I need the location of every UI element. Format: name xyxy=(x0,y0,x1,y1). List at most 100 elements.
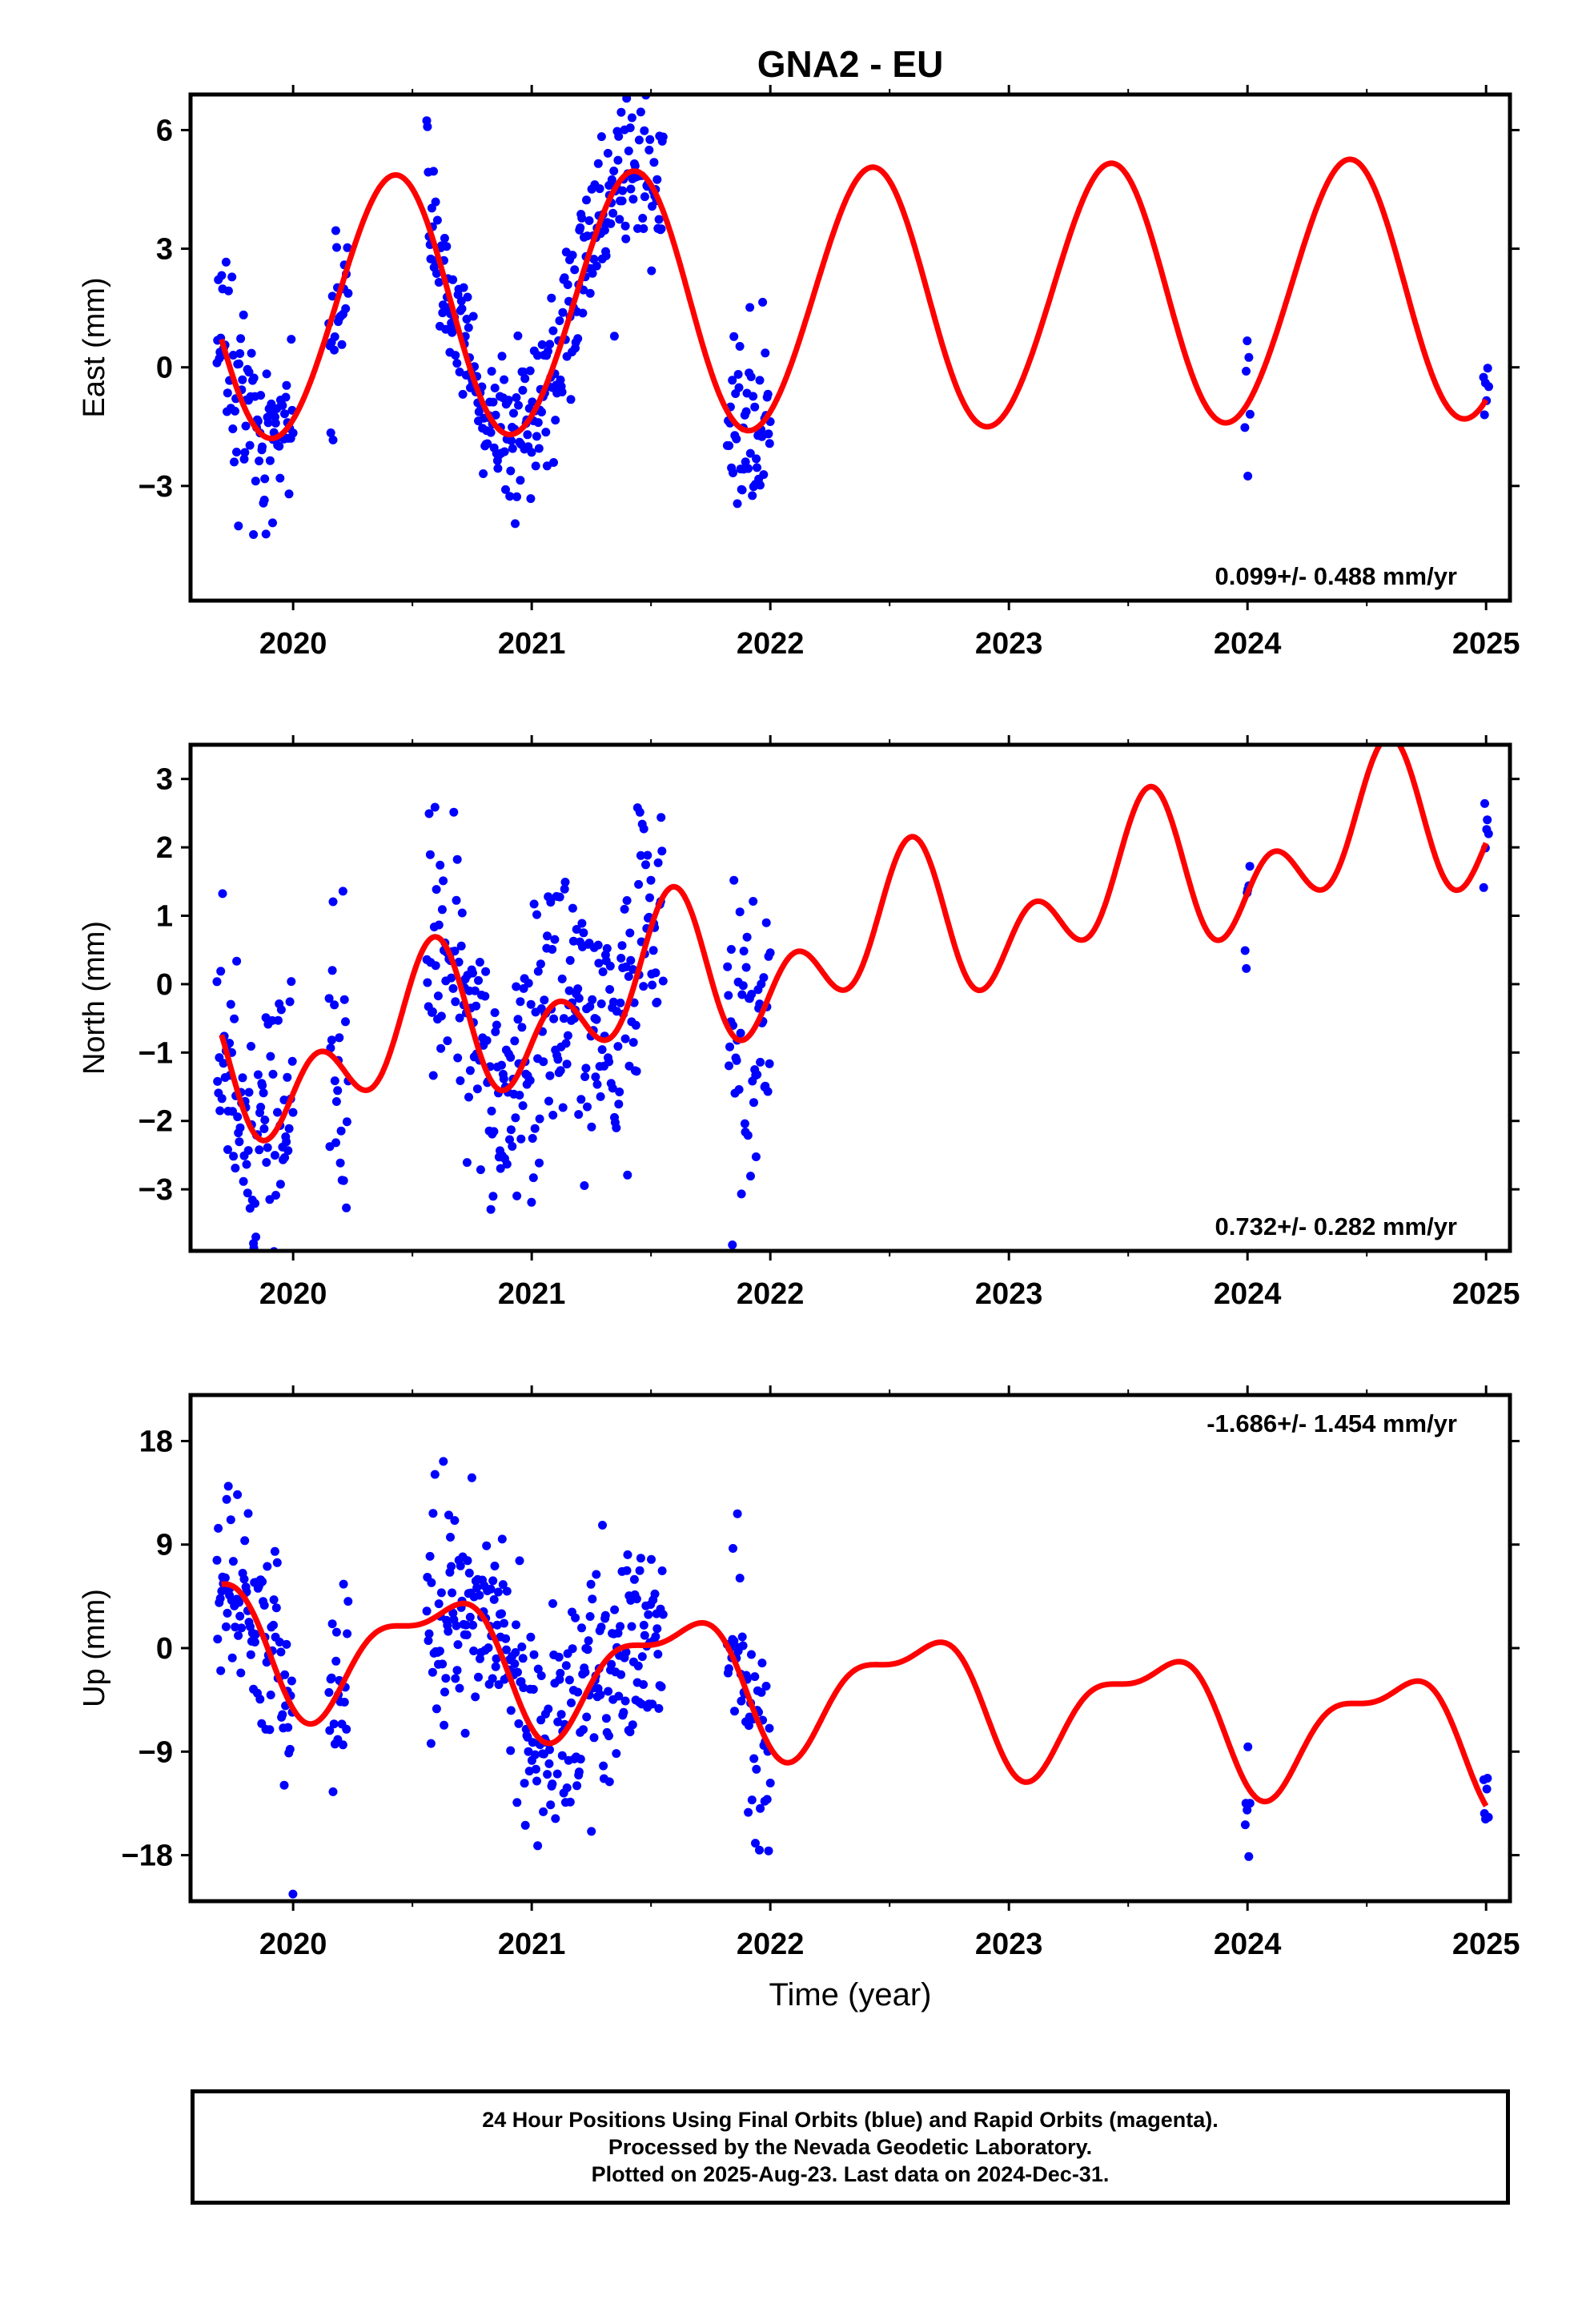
data-point xyxy=(216,1666,226,1675)
data-point xyxy=(432,215,442,225)
data-point xyxy=(279,1096,289,1104)
data-point xyxy=(596,132,606,142)
data-point xyxy=(491,1662,500,1671)
data-points xyxy=(212,1457,1493,1899)
data-point xyxy=(515,1556,524,1566)
data-point xyxy=(527,448,536,457)
data-point xyxy=(331,1627,341,1637)
data-point xyxy=(438,1659,448,1669)
data-point xyxy=(487,1106,496,1116)
data-point xyxy=(536,959,545,969)
data-point xyxy=(235,359,243,368)
data-point xyxy=(763,1087,773,1096)
data-point xyxy=(630,161,640,171)
data-point xyxy=(565,955,575,965)
data-point xyxy=(737,1632,747,1642)
caption-line-2: Processed by the Nevada Geodetic Laborat… xyxy=(608,2135,1093,2159)
data-point xyxy=(239,1176,248,1186)
data-point xyxy=(765,1059,774,1068)
data-point xyxy=(217,271,227,280)
data-point xyxy=(761,918,771,927)
data-point xyxy=(444,1626,453,1636)
data-point xyxy=(452,1666,462,1675)
caption-line-3: Plotted on 2025-Aug-23. Last data on 202… xyxy=(591,2162,1110,2186)
data-point xyxy=(258,1577,267,1586)
data-point xyxy=(479,469,488,478)
data-point xyxy=(226,1515,235,1525)
data-point xyxy=(262,369,271,379)
data-point xyxy=(512,982,521,991)
data-point xyxy=(586,1579,596,1589)
data-point xyxy=(281,392,291,402)
data-point xyxy=(237,1623,247,1633)
data-point xyxy=(476,1165,485,1175)
data-point xyxy=(596,1622,606,1632)
data-point xyxy=(342,1724,351,1734)
data-point xyxy=(535,1114,544,1124)
data-point xyxy=(548,1111,558,1120)
data-point xyxy=(614,131,624,141)
data-point xyxy=(638,214,648,223)
data-point xyxy=(433,991,443,1001)
data-point xyxy=(439,876,448,886)
data-point xyxy=(635,807,644,817)
data-point xyxy=(742,932,752,942)
data-point xyxy=(284,489,294,499)
data-point xyxy=(627,1622,636,1631)
data-point xyxy=(632,1594,641,1604)
data-point xyxy=(628,1038,638,1047)
data-point xyxy=(230,457,239,467)
model-curve xyxy=(219,156,1489,441)
data-point xyxy=(462,1630,472,1639)
data-point xyxy=(272,1264,281,1273)
data-point xyxy=(757,1659,767,1668)
data-point xyxy=(532,910,541,919)
data-point xyxy=(468,1620,478,1630)
data-point xyxy=(432,1704,441,1714)
data-point xyxy=(287,1676,296,1686)
data-point xyxy=(556,1668,565,1678)
data-point xyxy=(327,966,337,975)
data-point xyxy=(424,1629,434,1638)
data-point xyxy=(247,348,256,358)
data-point xyxy=(330,1000,339,1010)
data-point xyxy=(463,292,472,302)
data-point xyxy=(533,1841,543,1851)
data-point xyxy=(545,1071,555,1080)
data-point xyxy=(491,1027,500,1036)
data-point xyxy=(329,1719,339,1729)
data-point xyxy=(558,308,568,317)
data-point xyxy=(556,1066,565,1076)
data-point xyxy=(556,1710,566,1719)
data-point xyxy=(751,1839,760,1848)
data-point xyxy=(608,997,618,1007)
data-point xyxy=(532,432,541,441)
y-tick-label: −1 xyxy=(139,1036,173,1070)
data-point xyxy=(589,255,599,264)
data-point xyxy=(523,430,532,440)
data-point xyxy=(506,1125,516,1135)
data-point xyxy=(241,421,251,431)
data-point xyxy=(546,1800,556,1810)
data-point xyxy=(217,1094,227,1104)
data-point xyxy=(553,1055,563,1064)
data-point xyxy=(235,1598,244,1607)
data-point xyxy=(474,975,483,985)
axes-frame xyxy=(188,1393,1512,1904)
data-point xyxy=(531,461,540,471)
data-point xyxy=(631,1020,640,1030)
x-tick-label: 2022 xyxy=(737,627,805,661)
data-point xyxy=(468,312,478,321)
data-point xyxy=(504,396,513,405)
y-tick-label: 0 xyxy=(156,968,173,1002)
x-tick-label: 2021 xyxy=(498,627,566,661)
data-point xyxy=(498,1580,508,1590)
data-point xyxy=(608,208,618,218)
data-point xyxy=(747,1795,757,1805)
data-point xyxy=(452,854,462,864)
data-point xyxy=(327,1619,337,1629)
data-point xyxy=(616,1622,625,1631)
data-point xyxy=(489,1127,499,1136)
data-point xyxy=(324,994,334,1003)
data-point xyxy=(235,1123,245,1132)
